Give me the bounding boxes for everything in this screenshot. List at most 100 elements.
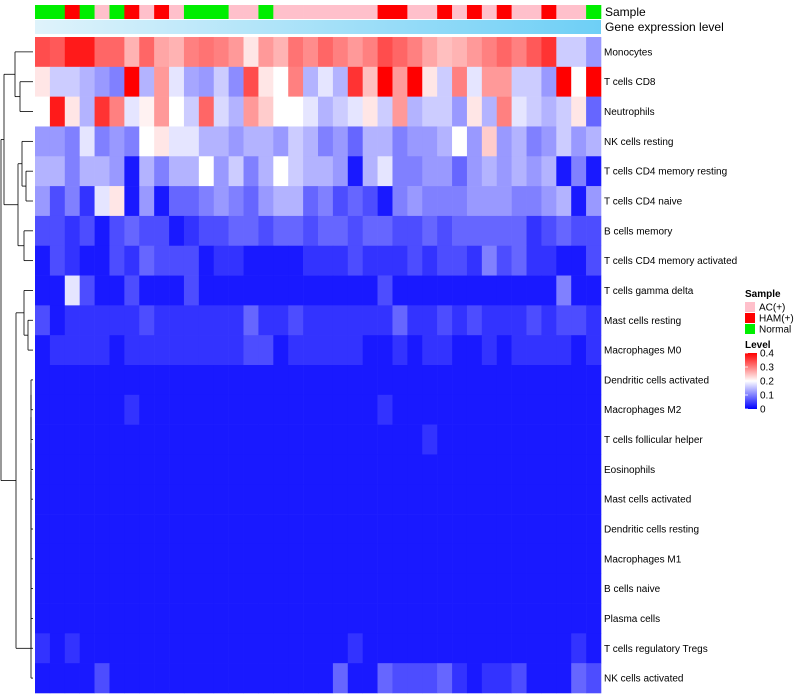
heatmap-cell <box>452 37 468 68</box>
heatmap-cell <box>154 543 170 575</box>
heatmap-cell <box>526 335 542 366</box>
heatmap-cell <box>169 603 185 634</box>
heatmap-cell <box>392 186 408 217</box>
heatmap-cell <box>362 633 378 664</box>
heatmap-cell <box>571 275 587 306</box>
heatmap-cell <box>109 186 125 217</box>
heatmap-cell <box>332 156 349 187</box>
heatmap-cell <box>452 484 468 515</box>
heatmap-cell <box>347 245 363 276</box>
heatmap-cell <box>139 603 155 634</box>
heatmap-cell <box>362 156 378 187</box>
heatmap-cell <box>377 663 393 694</box>
heatmap-cell <box>496 514 512 545</box>
heatmap-cell <box>318 96 334 127</box>
heatmap-cell <box>556 66 572 97</box>
heatmap-cell <box>466 424 483 455</box>
heatmap-cell <box>556 305 572 336</box>
heatmap-cell <box>169 484 185 515</box>
heatmap-cell <box>586 126 602 157</box>
heatmap-cell <box>64 186 80 217</box>
heatmap-cell <box>94 126 110 157</box>
heatmap-cell <box>318 215 334 247</box>
heatmap-cell <box>332 335 349 366</box>
legend-tick-label: 0.3 <box>760 363 774 374</box>
heatmap-cell <box>198 215 215 247</box>
heatmap-cell <box>79 66 95 97</box>
heatmap-cell <box>437 275 453 306</box>
heatmap-cell <box>273 305 289 336</box>
heatmap-cell <box>183 365 200 396</box>
heatmap-cell <box>392 156 408 187</box>
heatmap-cell <box>511 245 527 276</box>
heatmap-cell <box>139 245 155 276</box>
heatmap-cell <box>541 633 557 664</box>
heatmap-cell <box>571 305 587 336</box>
heatmap-cell <box>198 514 215 545</box>
heatmap-cell <box>64 66 80 97</box>
heatmap-cell <box>362 663 378 694</box>
heatmap-cell <box>437 543 453 575</box>
heatmap-cell <box>139 394 155 425</box>
heatmap-cell <box>422 394 438 425</box>
heatmap-cell <box>79 245 95 276</box>
heatmap-cell <box>35 215 51 247</box>
heatmap-cell <box>169 186 185 217</box>
heatmap-cell <box>154 305 170 336</box>
heatmap-cell <box>422 215 438 247</box>
heatmap-cell <box>556 394 572 425</box>
heatmap-cell <box>318 633 334 664</box>
heatmap-cell <box>452 215 468 247</box>
heatmap-cell <box>94 335 110 366</box>
heatmap-cell <box>94 543 110 575</box>
heatmap-cell <box>228 305 244 336</box>
heatmap-cell <box>169 305 185 336</box>
heatmap-cell <box>437 305 453 336</box>
heatmap-cell <box>422 37 438 68</box>
heatmap-cell <box>198 245 215 276</box>
row-label: Macrophages M1 <box>604 554 682 565</box>
heatmap-cell <box>213 603 229 634</box>
heatmap-cell <box>288 156 304 187</box>
heatmap-cell <box>452 663 468 694</box>
heatmap-cell <box>437 633 453 664</box>
heatmap-cell <box>496 663 512 694</box>
heatmap-cell <box>452 275 468 306</box>
heatmap-cell <box>332 633 349 664</box>
heatmap-cell <box>79 37 95 68</box>
heatmap-cell <box>332 603 349 634</box>
heatmap-cell <box>169 96 185 127</box>
heatmap-cell <box>571 514 587 545</box>
heatmap-cell <box>258 245 274 276</box>
heatmap-cell <box>452 335 468 366</box>
heatmap-cell <box>303 96 319 127</box>
heatmap-cell <box>452 543 468 575</box>
heatmap-cell <box>481 275 498 306</box>
heatmap-cell <box>243 365 259 396</box>
heatmap-cell <box>273 454 289 485</box>
heatmap-cell <box>362 365 378 396</box>
heatmap-cell <box>139 96 155 127</box>
heatmap-cell <box>541 514 557 545</box>
heatmap-cell <box>139 573 155 604</box>
heatmap-cell <box>154 514 170 545</box>
heatmap-cell <box>273 335 289 366</box>
heatmap-cell <box>347 186 363 217</box>
heatmap-cell <box>496 156 512 187</box>
heatmap-cells <box>35 37 602 694</box>
heatmap-cell <box>124 335 140 366</box>
heatmap-cell <box>109 394 125 425</box>
heatmap-cell <box>392 514 408 545</box>
heatmap-cell <box>422 514 438 545</box>
sample-cell <box>392 5 408 19</box>
heatmap-cell <box>526 126 542 157</box>
heatmap-cell <box>407 96 423 127</box>
heatmap-cell <box>288 96 304 127</box>
heatmap-cell <box>318 484 334 515</box>
heatmap-cell <box>332 454 349 485</box>
heatmap-cell <box>198 394 215 425</box>
heatmap-cell <box>347 603 363 634</box>
heatmap-cell <box>94 215 110 247</box>
heatmap-cell <box>377 514 393 545</box>
heatmap-cell <box>466 365 483 396</box>
